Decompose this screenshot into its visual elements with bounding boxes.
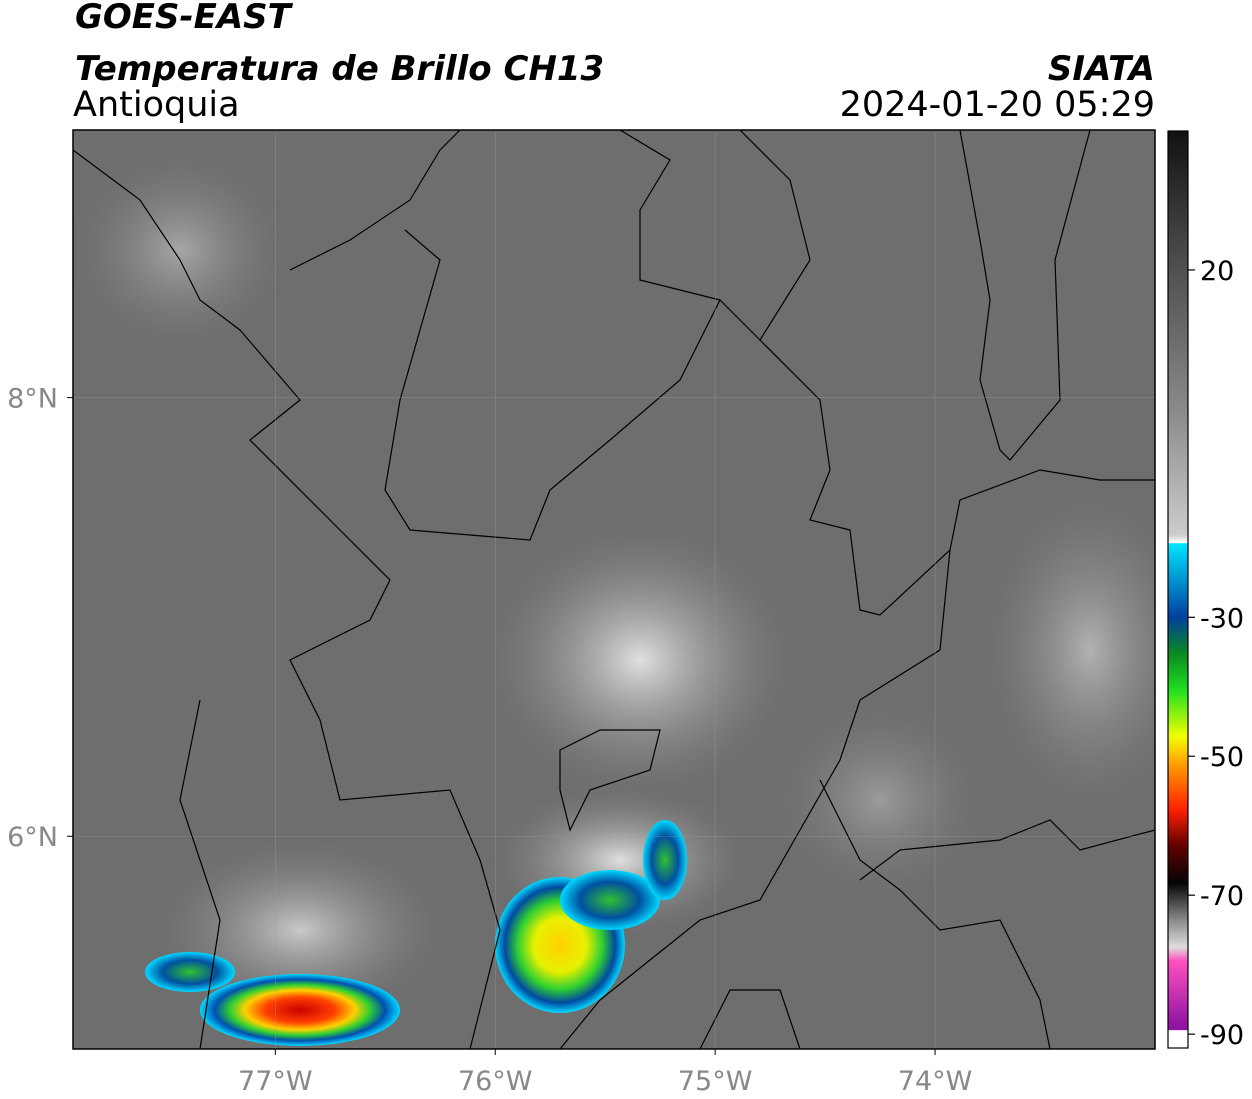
subtitle: Temperatura de Brillo CH13 bbox=[75, 49, 604, 89]
y-tick-label: 8°N bbox=[7, 384, 58, 415]
colorbar-tick-label: -50 bbox=[1200, 742, 1244, 773]
region: Antioquia bbox=[73, 85, 240, 125]
x-tick-label: 76°W bbox=[458, 1066, 533, 1097]
y-tick-label: 6°N bbox=[7, 822, 58, 853]
x-tick-label: 74°W bbox=[898, 1066, 973, 1097]
colorbar-tick-label: -30 bbox=[1200, 603, 1244, 634]
x-tick-label: 75°W bbox=[678, 1066, 753, 1097]
colorbar bbox=[1167, 130, 1189, 1049]
colorbar-tick-label: 20 bbox=[1200, 256, 1234, 287]
x-tick-label: 77°W bbox=[238, 1066, 313, 1097]
map-frame bbox=[72, 129, 1156, 1050]
map-image bbox=[73, 130, 1155, 1049]
colorbar-tick-label: -90 bbox=[1200, 1020, 1244, 1051]
source: SIATA bbox=[1048, 49, 1155, 89]
graticule bbox=[73, 130, 1155, 1049]
title: GOES-EAST bbox=[75, 0, 294, 37]
timestamp: 2024-01-20 05:29 bbox=[840, 85, 1155, 125]
colorbar-tick-label: -70 bbox=[1200, 881, 1244, 912]
